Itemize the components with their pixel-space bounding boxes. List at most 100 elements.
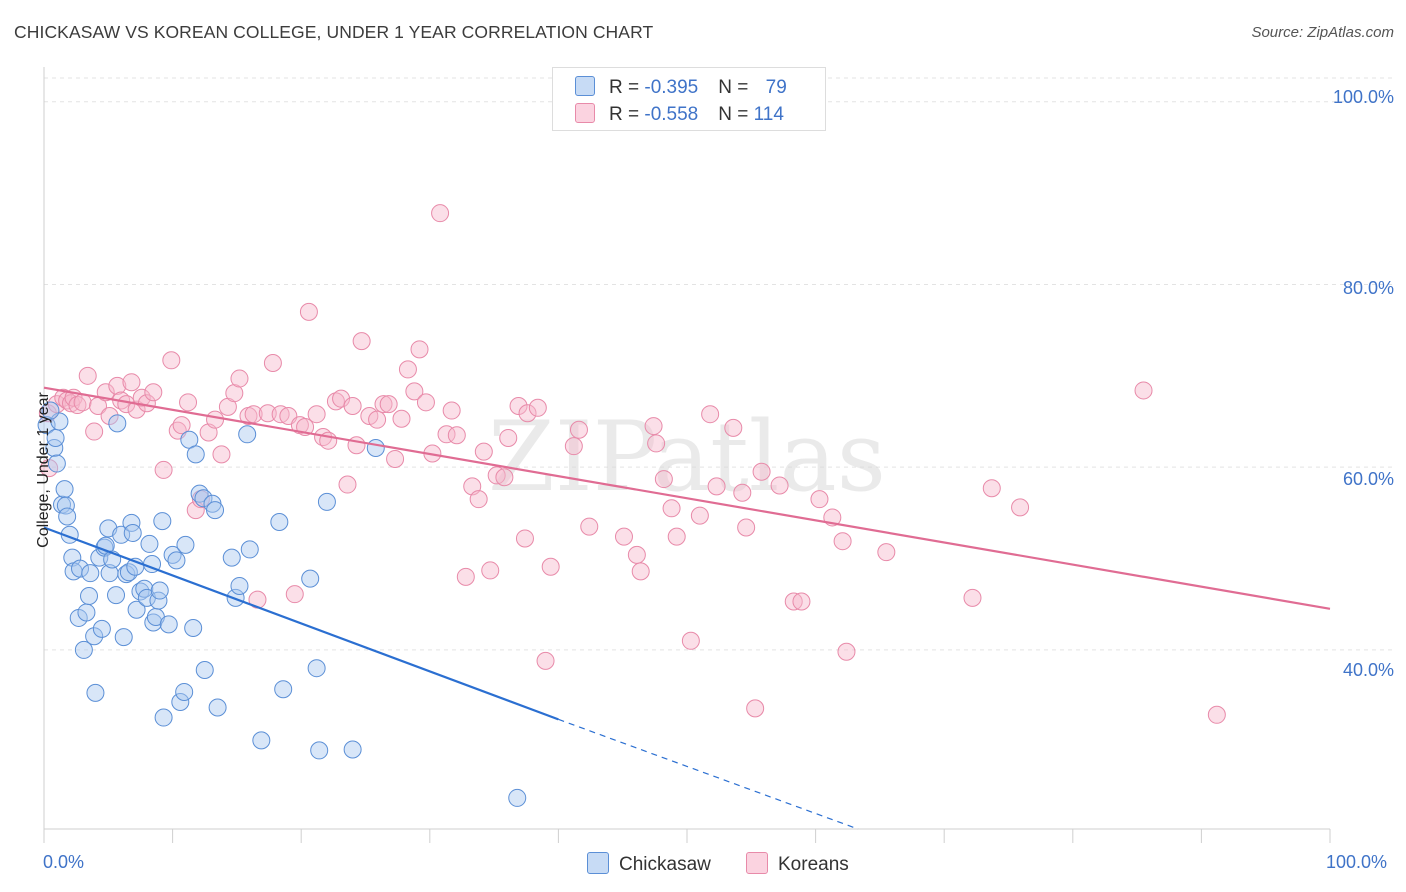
koreans-point bbox=[487, 466, 506, 485]
chickasaw-point bbox=[153, 512, 172, 531]
koreans-point bbox=[667, 527, 686, 546]
koreans-point bbox=[737, 518, 756, 537]
legend-n-value: 79 bbox=[765, 77, 787, 98]
koreans-point bbox=[307, 405, 326, 424]
koreans-point bbox=[631, 562, 650, 581]
koreans-point bbox=[837, 642, 856, 661]
legend-n-label: N = bbox=[718, 77, 754, 98]
chickasaw-point bbox=[206, 501, 225, 520]
koreans-point bbox=[263, 354, 282, 373]
koreans-point bbox=[68, 396, 87, 415]
chickasaw-point bbox=[317, 492, 336, 511]
chickasaw-trend-extension bbox=[558, 718, 859, 830]
koreans-point bbox=[481, 561, 500, 580]
koreans-point bbox=[1207, 705, 1226, 724]
chickasaw-point bbox=[77, 603, 96, 622]
chickasaw-point bbox=[301, 569, 320, 588]
chickasaw-point bbox=[252, 731, 271, 750]
koreans-point bbox=[456, 567, 475, 586]
chickasaw-point bbox=[140, 534, 159, 553]
koreans-point bbox=[654, 470, 673, 489]
legend-n-value: 114 bbox=[753, 104, 784, 125]
chickasaw-swatch-icon bbox=[575, 76, 595, 96]
koreans-point bbox=[733, 483, 752, 502]
chart-source: Source: ZipAtlas.com bbox=[1251, 24, 1394, 41]
koreans-point bbox=[122, 373, 141, 392]
chickasaw-point bbox=[41, 401, 60, 420]
koreans-point bbox=[299, 302, 318, 321]
legend-r-value: -0.558 bbox=[644, 104, 699, 125]
chickasaw-point bbox=[194, 489, 213, 508]
koreans-point bbox=[379, 395, 398, 414]
chickasaw-point bbox=[159, 615, 178, 634]
koreans-point bbox=[108, 376, 127, 395]
koreans-point bbox=[447, 426, 466, 445]
chickasaw-point bbox=[230, 576, 249, 595]
chickasaw-point bbox=[274, 680, 293, 699]
legend-row-koreans: R = -0.558 N = 114 bbox=[575, 103, 784, 125]
koreans-point bbox=[271, 405, 290, 424]
chickasaw-point bbox=[117, 565, 136, 584]
trend-lines bbox=[43, 386, 1331, 830]
chickasaw-point bbox=[92, 619, 111, 638]
koreans-point bbox=[647, 434, 666, 453]
koreans-point bbox=[144, 383, 163, 402]
koreans-point bbox=[374, 395, 393, 414]
chickasaw-point bbox=[508, 788, 527, 807]
legend-r-value: -0.395 bbox=[644, 77, 699, 98]
correlation-legend: R = -0.395 N = 79 R = -0.558 N = 114 bbox=[552, 67, 826, 131]
koreans-point bbox=[352, 332, 371, 351]
koreans-point bbox=[810, 490, 829, 509]
chickasaw-point bbox=[74, 640, 93, 659]
koreans-point bbox=[225, 384, 244, 403]
bottom-legend-label: Koreans bbox=[778, 854, 849, 875]
bottom-legend-koreans: Koreans bbox=[746, 852, 849, 876]
koreans-point bbox=[338, 475, 357, 494]
koreans-point bbox=[469, 490, 488, 509]
koreans-point bbox=[431, 204, 450, 223]
koreans-point bbox=[792, 592, 811, 611]
legend-row-chickasaw: R = -0.395 N = 79 bbox=[575, 76, 787, 98]
koreans-point bbox=[528, 398, 547, 417]
koreans-point bbox=[212, 445, 231, 464]
koreans-point bbox=[724, 418, 743, 437]
chickasaw-point bbox=[71, 559, 90, 578]
koreans-point bbox=[963, 588, 982, 607]
bottom-legend-chickasaw: Chickasaw bbox=[587, 852, 711, 876]
koreans-point bbox=[230, 369, 249, 388]
y-axis-label: College, Under 1 year bbox=[35, 392, 52, 548]
chickasaw-point bbox=[366, 439, 385, 457]
koreans-point bbox=[162, 351, 181, 370]
chickasaw-point bbox=[238, 425, 257, 444]
koreans-point bbox=[690, 506, 709, 525]
chickasaw-point bbox=[307, 659, 326, 678]
chickasaw-point bbox=[167, 551, 186, 570]
koreans-point bbox=[1011, 498, 1030, 517]
axes bbox=[43, 67, 1331, 843]
koreans-point bbox=[1134, 381, 1153, 400]
koreans-point bbox=[580, 517, 599, 536]
legend-r-label: R = bbox=[609, 77, 645, 98]
chickasaw-point bbox=[55, 480, 74, 499]
koreans-point bbox=[285, 585, 304, 604]
chickasaw-point bbox=[208, 698, 227, 717]
chickasaw-point bbox=[343, 740, 362, 759]
y-tick-label-80: 80.0% bbox=[1342, 278, 1394, 298]
koreans-point bbox=[405, 382, 424, 401]
chickasaw-point bbox=[175, 682, 194, 701]
chickasaw-point bbox=[107, 586, 126, 605]
koreans-point bbox=[499, 428, 518, 447]
chickasaw-point bbox=[171, 693, 190, 711]
koreans-point bbox=[627, 545, 646, 564]
chickasaw-point bbox=[186, 445, 205, 464]
koreans-point bbox=[47, 395, 66, 414]
y-tick-label-100: 100.0% bbox=[1332, 87, 1394, 107]
koreans-point bbox=[662, 499, 681, 518]
chickasaw-point bbox=[123, 523, 142, 542]
koreans-point bbox=[206, 410, 225, 429]
watermark: ZIPatlas bbox=[488, 401, 886, 513]
koreans-point bbox=[154, 460, 173, 479]
chickasaw-point bbox=[240, 540, 259, 559]
x-tick-label-100: 100.0% bbox=[1326, 852, 1388, 872]
